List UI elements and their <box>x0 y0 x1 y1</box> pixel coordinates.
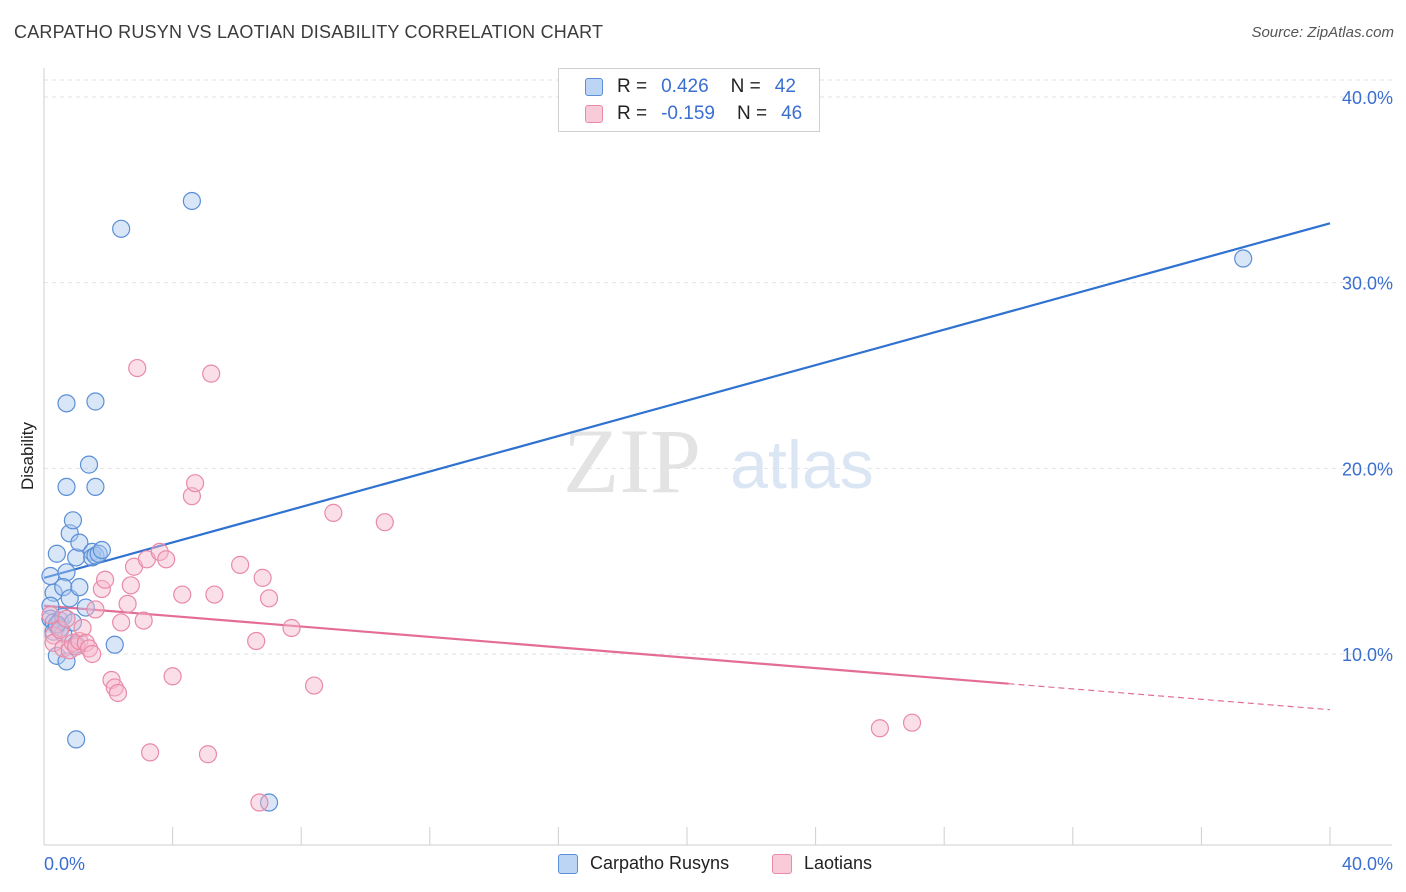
legend-item-carpatho[interactable]: Carpatho Rusyns <box>558 853 729 874</box>
y-tick-label: 10.0% <box>1342 645 1393 665</box>
data-point-laotian <box>121 576 140 595</box>
r-value: -0.159 <box>661 103 715 124</box>
data-point-laotian <box>79 639 99 658</box>
data-point-carpatho <box>57 563 76 582</box>
data-point-laotian <box>253 568 272 587</box>
data-point-laotian <box>83 644 102 664</box>
n-value: 46 <box>781 103 803 124</box>
data-point-laotian <box>250 793 269 812</box>
y-tick-label: 20.0% <box>1342 459 1393 479</box>
data-point-carpatho <box>86 392 105 411</box>
source-label: Source: ZipAtlas.com <box>1251 24 1394 41</box>
data-point-laotian <box>140 743 160 762</box>
data-point-laotian <box>50 620 70 639</box>
data-point-laotian <box>198 745 218 764</box>
data-point-laotian <box>173 585 192 604</box>
data-point-laotian <box>150 542 169 561</box>
data-point-carpatho <box>92 540 111 560</box>
data-point-laotian <box>259 589 279 608</box>
data-point-laotian <box>157 550 176 569</box>
data-point-laotian <box>202 364 221 383</box>
data-point-laotian <box>375 513 394 532</box>
data-point-laotian <box>86 600 105 619</box>
data-point-laotian <box>231 555 250 574</box>
data-point-carpatho <box>63 511 83 530</box>
data-point-laotian <box>205 585 224 604</box>
data-point-laotian <box>41 605 60 625</box>
data-point-laotian <box>112 613 131 632</box>
data-point-carpatho <box>47 544 66 563</box>
stats-row-laotian: R = -0.159 N = 46 <box>585 102 802 126</box>
data-point-carpatho <box>57 394 76 413</box>
data-point-carpatho <box>47 615 66 634</box>
axes <box>43 68 1392 846</box>
data-point-carpatho <box>70 533 89 552</box>
legend-label-laotian: Laotians <box>804 853 873 873</box>
data-point-carpatho <box>79 455 99 474</box>
r-label: R = <box>617 103 648 124</box>
data-point-laotian <box>128 358 147 378</box>
stats-legend: R = 0.426 N = 42 R = -0.159 N = 46 <box>558 68 820 132</box>
r-label: R = <box>617 76 648 97</box>
data-point-laotian <box>902 713 922 732</box>
data-point-laotian <box>76 633 95 652</box>
data-point-carpatho <box>54 578 73 597</box>
y-tick-label: 30.0% <box>1342 274 1393 294</box>
data-point-laotian <box>870 719 890 738</box>
watermark: ZIP atlas <box>563 410 874 512</box>
data-point-carpatho <box>70 578 89 597</box>
data-point-carpatho <box>67 548 86 567</box>
swatch-carpatho <box>585 78 603 96</box>
data-point-laotian <box>282 618 301 638</box>
legend-swatch-carpatho <box>558 853 578 874</box>
data-point-carpatho <box>86 477 105 496</box>
data-point-laotian <box>134 611 153 630</box>
data-point-laotian <box>73 618 92 638</box>
data-point-laotian <box>324 503 343 522</box>
data-point-laotian <box>105 678 124 697</box>
legend-item-laotian[interactable]: Laotians <box>772 853 872 874</box>
data-point-carpatho <box>112 219 131 238</box>
data-point-carpatho <box>1234 249 1253 268</box>
watermark-zip: ZIP <box>563 410 701 512</box>
data-point-laotian <box>186 474 205 493</box>
data-point-laotian <box>163 667 182 686</box>
data-point-laotian <box>57 609 76 628</box>
data-point-laotian <box>95 570 115 589</box>
swatch-laotian <box>585 105 603 123</box>
r-value: 0.426 <box>661 76 709 97</box>
data-points <box>41 191 1253 812</box>
tick-labels: 10.0% 20.0% 30.0% 40.0% 0.0% 40.0% <box>44 88 1393 874</box>
stats-row-carpatho: R = 0.426 N = 42 <box>585 75 796 99</box>
legend-label-carpatho: Carpatho Rusyns <box>590 853 730 873</box>
data-point-laotian <box>247 631 266 651</box>
x-tick-label: 0.0% <box>44 854 85 874</box>
chart-title: CARPATHO RUSYN VS LAOTIAN DISABILITY COR… <box>14 22 604 42</box>
data-point-laotian <box>108 683 128 703</box>
n-label: N = <box>730 76 761 97</box>
trend-lines <box>43 222 1331 711</box>
watermark-atlas: atlas <box>730 427 874 503</box>
trend-line-extension <box>1008 683 1331 711</box>
n-label: N = <box>736 103 768 124</box>
data-point-laotian <box>118 594 137 613</box>
data-point-carpatho <box>67 730 86 749</box>
trend-line <box>43 604 1009 685</box>
legend-swatch-laotian <box>772 853 792 874</box>
trend-line <box>43 222 1331 579</box>
series-legend: Carpatho Rusyns Laotians <box>0 850 1406 878</box>
data-point-carpatho <box>57 477 76 496</box>
data-point-carpatho <box>182 191 201 211</box>
y-tick-label: 40.0% <box>1342 88 1393 108</box>
n-value: 42 <box>774 76 796 97</box>
data-point-laotian <box>304 676 324 695</box>
data-point-carpatho <box>105 635 124 654</box>
data-point-carpatho <box>259 793 279 812</box>
x-tick-label: 40.0% <box>1342 854 1393 874</box>
